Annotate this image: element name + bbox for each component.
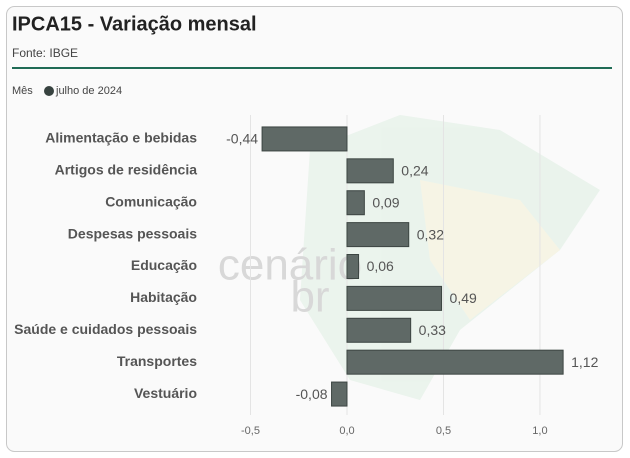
bar	[346, 254, 360, 279]
chart-title: IPCA15 - Variação mensal	[12, 13, 257, 35]
y-tick-label: Comunicação	[105, 193, 197, 209]
legend-swatch	[44, 86, 54, 96]
bar	[346, 190, 365, 216]
value-label: -0,44	[226, 131, 258, 147]
x-tick-label: -0,5	[241, 425, 260, 437]
y-tick-label: Saúde e cuidados pessoais	[14, 321, 197, 337]
y-tick-label: Alimentação e bebidas	[45, 130, 197, 146]
value-label: 0,24	[401, 163, 428, 179]
bar	[331, 381, 348, 407]
value-label: 0,09	[372, 194, 399, 210]
bar	[346, 349, 564, 375]
legend-label: julho de 2024	[55, 85, 122, 97]
value-label: 0,32	[417, 226, 444, 242]
value-label: -0,08	[296, 386, 328, 402]
bar	[346, 285, 443, 311]
bar	[261, 126, 348, 152]
y-tick-label: Despesas pessoais	[68, 225, 197, 241]
watermark: br	[290, 273, 329, 322]
y-tick-label: Educação	[131, 257, 197, 273]
value-label: 0,49	[450, 290, 477, 306]
bar	[346, 158, 394, 184]
value-label: 0,06	[367, 258, 394, 274]
x-tick-label: 0,5	[436, 425, 451, 437]
y-tick-label: Artigos de residência	[55, 162, 198, 178]
bar	[346, 222, 410, 248]
bar	[346, 317, 412, 343]
y-tick-label: Habitação	[130, 289, 197, 305]
chart-subtitle: Fonte: IBGE	[12, 46, 78, 60]
legend-title: Mês	[12, 85, 33, 97]
x-tick-label: 1,0	[532, 425, 547, 437]
y-tick-label: Transportes	[117, 353, 197, 369]
value-label: 1,12	[571, 354, 598, 370]
value-label: 0,33	[419, 322, 446, 338]
y-tick-label: Vestuário	[134, 385, 197, 401]
x-tick-label: 0,0	[339, 425, 354, 437]
watermark: cenário	[218, 241, 362, 290]
